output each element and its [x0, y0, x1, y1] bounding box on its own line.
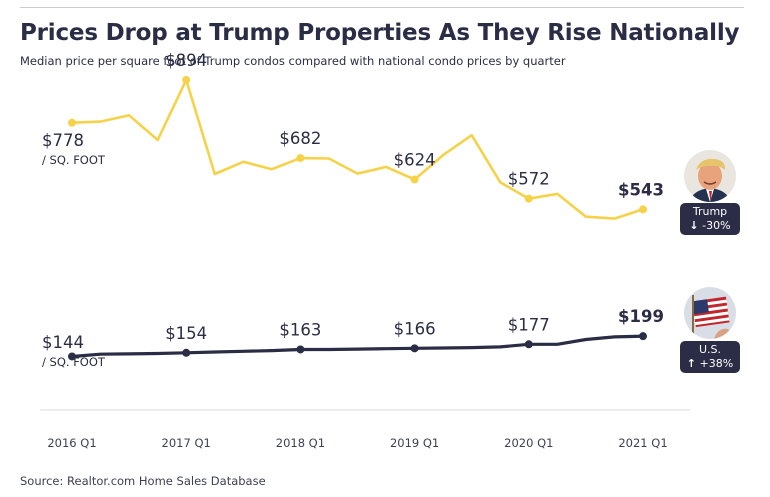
trump-data-label: $894 [165, 51, 207, 70]
trump-unit-label: / SQ. FOOT [42, 153, 106, 167]
us-data-point [410, 344, 419, 353]
us-badge-change: +38% [699, 357, 734, 370]
arrow-down-icon: ↓ [689, 219, 699, 232]
trump-portrait [684, 150, 736, 202]
us-data-label: $154 [165, 324, 207, 343]
us-data-point [182, 348, 191, 357]
us-flag-image [684, 287, 736, 339]
trump-data-point [410, 175, 419, 184]
trump-badge-label: Trump [692, 205, 728, 218]
us-data-point [524, 340, 533, 349]
us-data-label: $163 [279, 320, 321, 339]
trump-data-label: $624 [394, 150, 436, 169]
us-data-label: $177 [508, 315, 550, 334]
trump-data-label: $778 [42, 131, 84, 150]
trump-badge-change-row: ↓ -30% [680, 219, 740, 233]
chart-title: Prices Drop at Trump Properties As They … [20, 20, 740, 46]
trump-change-badge: Trump ↓ -30% [680, 203, 740, 235]
arrow-up-icon: ↑ [686, 357, 697, 370]
x-tick-label: 2019 Q1 [390, 436, 439, 450]
us-data-point [639, 332, 647, 341]
us-data-label: $199 [618, 307, 664, 326]
us-data-label: $166 [394, 319, 436, 338]
trump-data-label: $572 [508, 170, 550, 189]
x-tick-label: 2021 Q1 [618, 436, 667, 450]
trump-data-point [68, 118, 76, 127]
trump-data-point [296, 154, 305, 163]
us-unit-label: / SQ. FOOT [42, 355, 106, 369]
x-tick-label: 2016 Q1 [47, 436, 96, 450]
x-tick-label: 2017 Q1 [162, 436, 211, 450]
top-rule [20, 7, 744, 8]
us-change-badge: U.S. ↑ +38% [680, 341, 740, 373]
us-data-point [296, 345, 305, 354]
us-data-point [68, 352, 76, 361]
us-badge-change-row: ↑ +38% [680, 357, 740, 371]
chart-subtitle: Median price per square foot of Trump co… [20, 54, 566, 68]
x-tick-label: 2020 Q1 [504, 436, 553, 450]
source-note: Source: Realtor.com Home Sales Database [20, 474, 266, 488]
trump-data-point [524, 194, 533, 203]
trump-series-line [70, 78, 645, 220]
trump-badge-change: -30% [702, 219, 731, 232]
trump-data-label: $543 [618, 180, 664, 199]
trump-data-point [639, 205, 647, 214]
x-tick-label: 2018 Q1 [276, 436, 325, 450]
trump-data-label: $682 [279, 129, 321, 148]
trump-data-point [182, 75, 191, 84]
us-badge-label: U.S. [698, 343, 722, 356]
us-data-label: $144 [42, 333, 84, 352]
us-series-line [70, 334, 645, 359]
